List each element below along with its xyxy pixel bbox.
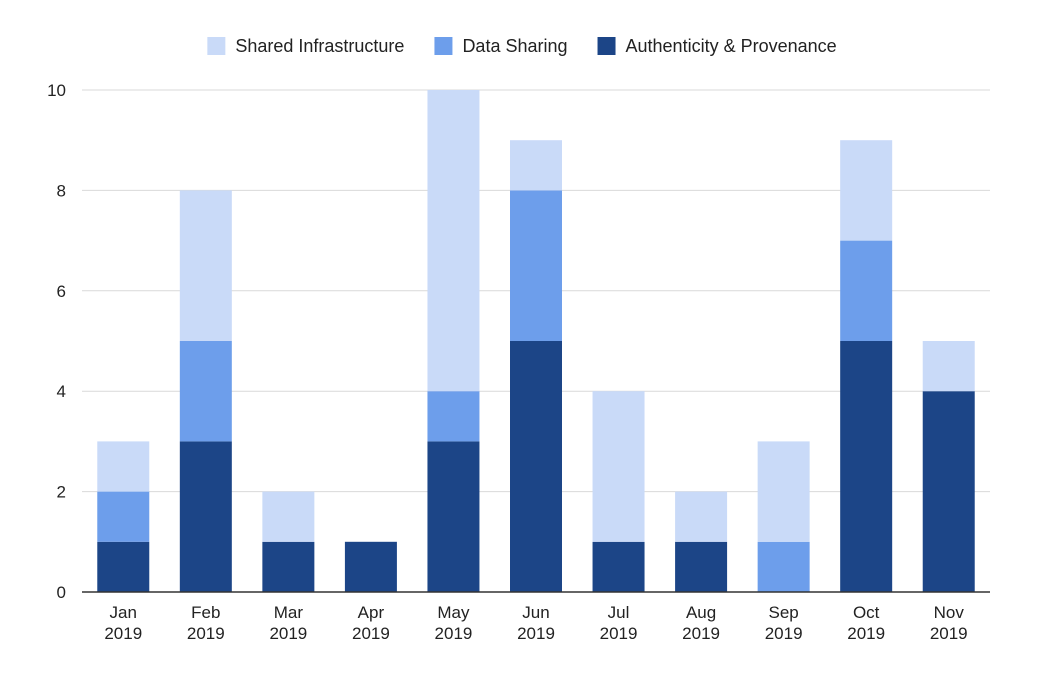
bar-stack-may-2019 (427, 90, 480, 592)
x-tick-year: 2019 (187, 624, 225, 643)
x-axis-ticks: Jan 2019 Feb 2019 Mar 2019 Apr 2019 May 2019 Jun 20… (104, 603, 967, 643)
x-tick-label: Sep 2019 (765, 603, 803, 643)
chart-legend: Shared Infrastructure Data Sharing Authent… (207, 36, 837, 56)
bar-authenticity-and-provenance-apr-2019 (344, 541, 397, 592)
x-tick-label: Aug 2019 (682, 603, 720, 643)
bar-data-sharing-may-2019 (427, 391, 480, 442)
x-tick-label: Feb 2019 (187, 603, 225, 643)
bar-authenticity-and-provenance-jan-2019 (97, 541, 150, 592)
bar-authenticity-and-provenance-may-2019 (427, 441, 480, 592)
x-tick-year: 2019 (600, 624, 638, 643)
legend-item-authenticity-and-provenance: Authenticity & Provenance (597, 36, 837, 56)
bar-shared-infrastructure-jul-2019 (592, 391, 645, 542)
bar-authenticity-and-provenance-oct-2019 (840, 341, 893, 592)
x-tick-label: Apr 2019 (352, 603, 390, 643)
x-tick-month: Mar (274, 603, 304, 622)
y-tick-label: 6 (57, 282, 66, 301)
x-tick-month: Jul (608, 603, 630, 622)
x-tick-label: Jul 2019 (600, 603, 638, 643)
y-tick-label: 10 (47, 81, 66, 100)
legend-swatch (207, 37, 226, 55)
x-tick-year: 2019 (765, 624, 803, 643)
bar-shared-infrastructure-mar-2019 (262, 491, 315, 542)
x-tick-month: Apr (358, 603, 385, 622)
x-tick-month: Feb (191, 603, 220, 622)
bar-stack-feb-2019 (179, 190, 232, 592)
legend-label: Authenticity & Provenance (626, 36, 837, 56)
x-tick-month: Jun (522, 603, 549, 622)
x-tick-label: Jun 2019 (517, 603, 555, 643)
legend-swatch (597, 37, 616, 55)
x-tick-year: 2019 (517, 624, 555, 643)
x-tick-label: Mar 2019 (269, 603, 307, 643)
bar-shared-infrastructure-sep-2019 (757, 441, 810, 542)
bar-shared-infrastructure-oct-2019 (840, 140, 893, 241)
legend-swatch (434, 37, 453, 55)
bar-authenticity-and-provenance-jun-2019 (510, 341, 562, 592)
x-tick-year: 2019 (847, 624, 885, 643)
bar-data-sharing-feb-2019 (179, 341, 232, 442)
y-tick-label: 0 (57, 583, 66, 602)
x-tick-year: 2019 (930, 624, 968, 643)
x-tick-month: Sep (769, 603, 799, 622)
bar-authenticity-and-provenance-nov-2019 (922, 391, 975, 592)
bar-shared-infrastructure-jan-2019 (97, 441, 150, 492)
x-tick-year: 2019 (435, 624, 473, 643)
bar-shared-infrastructure-nov-2019 (922, 341, 975, 392)
y-tick-label: 8 (57, 181, 66, 200)
bar-stack-aug-2019 (675, 491, 728, 592)
x-tick-label: May 2019 (435, 603, 473, 643)
bar-data-sharing-jun-2019 (510, 190, 562, 341)
bar-data-sharing-sep-2019 (757, 541, 810, 592)
bar-data-sharing-oct-2019 (840, 240, 893, 341)
x-tick-label: Nov 2019 (930, 603, 968, 643)
x-tick-label: Oct 2019 (847, 603, 885, 643)
x-tick-month: Aug (686, 603, 716, 622)
bar-stack-apr-2019 (344, 541, 397, 592)
bar-stack-jan-2019 (97, 441, 150, 592)
y-tick-label: 2 (57, 483, 66, 502)
x-tick-year: 2019 (104, 624, 142, 643)
x-tick-year: 2019 (352, 624, 390, 643)
x-tick-month: Jan (110, 603, 137, 622)
legend-item-data-sharing: Data Sharing (434, 36, 568, 56)
bar-authenticity-and-provenance-jul-2019 (592, 541, 645, 592)
x-tick-month: Nov (934, 603, 965, 622)
x-tick-year: 2019 (682, 624, 720, 643)
bar-stack-jun-2019 (510, 140, 562, 592)
legend-label: Shared Infrastructure (235, 36, 404, 56)
x-tick-month: May (437, 603, 470, 622)
x-tick-month: Oct (853, 603, 880, 622)
bar-authenticity-and-provenance-feb-2019 (179, 441, 232, 592)
y-axis-ticks: 0 2 4 6 8 10 (47, 81, 66, 602)
bar-stack-jul-2019 (592, 391, 645, 592)
legend-item-shared-infrastructure: Shared Infrastructure (207, 36, 404, 56)
bar-stacks (97, 90, 975, 592)
x-tick-year: 2019 (269, 624, 307, 643)
bar-stack-sep-2019 (757, 441, 810, 592)
bar-shared-infrastructure-jun-2019 (510, 140, 562, 191)
y-tick-label: 4 (57, 382, 66, 401)
bar-shared-infrastructure-may-2019 (427, 90, 480, 392)
bar-shared-infrastructure-feb-2019 (179, 190, 232, 341)
bar-stack-nov-2019 (922, 341, 975, 592)
bar-authenticity-and-provenance-aug-2019 (675, 541, 728, 592)
bar-data-sharing-jan-2019 (97, 491, 150, 542)
bar-shared-infrastructure-aug-2019 (675, 491, 728, 542)
legend-label: Data Sharing (462, 36, 567, 56)
bar-stack-oct-2019 (840, 140, 893, 592)
bar-authenticity-and-provenance-mar-2019 (262, 541, 315, 592)
x-tick-label: Jan 2019 (104, 603, 142, 643)
bar-stack-mar-2019 (262, 491, 315, 592)
